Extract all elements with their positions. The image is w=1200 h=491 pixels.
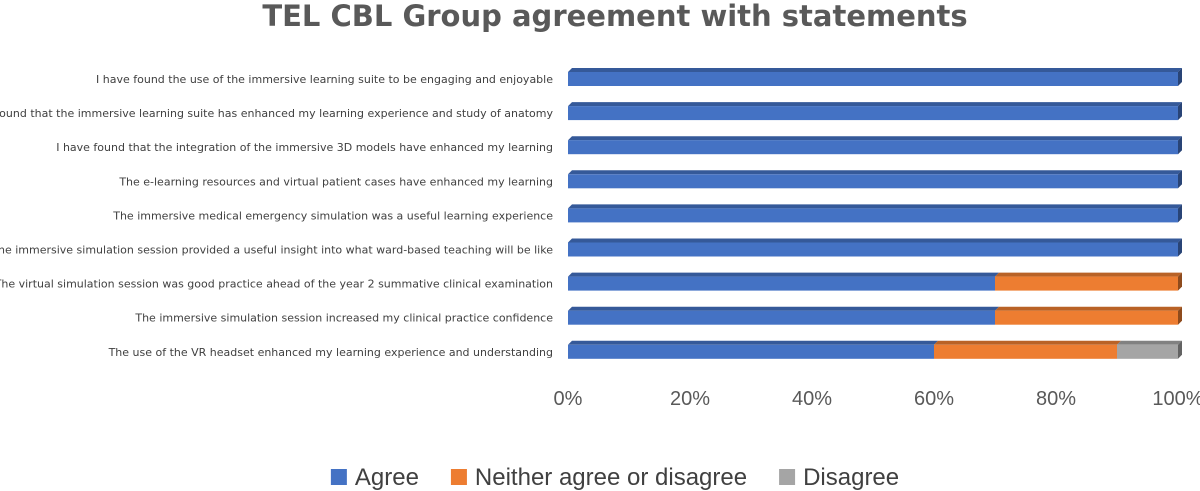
bar-side — [1178, 204, 1182, 223]
bar-segment-agree — [568, 174, 1178, 189]
bar-top-agree — [568, 340, 938, 345]
category-label: The e-learning resources and virtual pat… — [118, 175, 553, 188]
x-tick-label: 80% — [1036, 388, 1076, 410]
category-label: The immersive simulation session provide… — [0, 244, 553, 257]
legend-label: Neither agree or disagree — [475, 464, 747, 491]
bar-side — [1178, 102, 1182, 121]
bar-side — [1178, 68, 1182, 86]
category-label: The immersive medical emergency simulati… — [112, 209, 553, 222]
legend-label: Agree — [355, 464, 419, 491]
x-tick-label: 60% — [914, 388, 954, 410]
x-tick-label: 20% — [670, 388, 710, 410]
bar-segment-agree — [568, 72, 1178, 86]
bar-top-agree — [568, 170, 1182, 175]
chart-title: TEL CBL Group agreement with statements — [262, 0, 967, 33]
bar-top-disagree — [1117, 340, 1182, 345]
bar-segment-agree — [568, 276, 995, 291]
bar-side — [1178, 136, 1182, 155]
bar-segment-agree — [568, 344, 934, 359]
bar-segment-agree — [568, 208, 1178, 223]
legend-swatch-agree — [330, 469, 347, 485]
legend-swatch-disagree — [779, 469, 796, 485]
bar-top-agree — [568, 272, 999, 277]
legend-swatch-neither-agree-or-disagree — [450, 469, 467, 485]
category-label: The immersive simulation session increas… — [134, 312, 553, 325]
category-label: I have found that the immersive learning… — [0, 107, 553, 120]
x-axis-ticks: 0% 20% 40% 60% 80% 100% — [554, 388, 1200, 410]
bar-segment-disagree — [1117, 344, 1178, 359]
bar-segment-agree — [568, 310, 995, 325]
bar-side — [1178, 170, 1182, 189]
bar-segment-agree — [568, 140, 1178, 155]
bar-top-agree — [568, 136, 1182, 141]
bar-side — [1178, 238, 1182, 257]
bar-segment-agree — [568, 242, 1178, 257]
bar-top-agree — [568, 102, 1182, 107]
category-label: The use of the VR headset enhanced my le… — [108, 346, 553, 359]
bar-top-neither-agree-or-disagree — [995, 272, 1182, 277]
bar-top-agree — [568, 238, 1182, 243]
category-labels: I have found the use of the immersive le… — [0, 73, 553, 359]
bar-segment-neither-agree-or-disagree — [934, 344, 1117, 359]
legend-label: Disagree — [803, 464, 899, 491]
legend: Agree Neither agree or disagree Disagree — [330, 464, 899, 491]
bar-side — [1178, 272, 1182, 291]
x-tick-label: 100% — [1152, 388, 1200, 410]
bar-segment-neither-agree-or-disagree — [995, 276, 1178, 291]
bar-top-neither-agree-or-disagree — [934, 340, 1121, 345]
category-label: I have found the use of the immersive le… — [96, 73, 553, 86]
bar-top-neither-agree-or-disagree — [995, 306, 1182, 311]
bar-segment-neither-agree-or-disagree — [995, 310, 1178, 325]
bar-side — [1178, 340, 1182, 359]
category-label: The virtual simulation session was good … — [0, 278, 553, 291]
bar-top-agree — [568, 306, 999, 311]
x-tick-label: 0% — [554, 388, 583, 410]
bar-segment-agree — [568, 106, 1178, 121]
bar-side — [1178, 306, 1182, 325]
x-tick-label: 40% — [792, 388, 832, 410]
bar-top-agree — [568, 68, 1182, 72]
bars-layer — [568, 68, 1182, 359]
bar-top-agree — [568, 204, 1182, 209]
category-label: I have found that the integration of the… — [56, 141, 553, 154]
